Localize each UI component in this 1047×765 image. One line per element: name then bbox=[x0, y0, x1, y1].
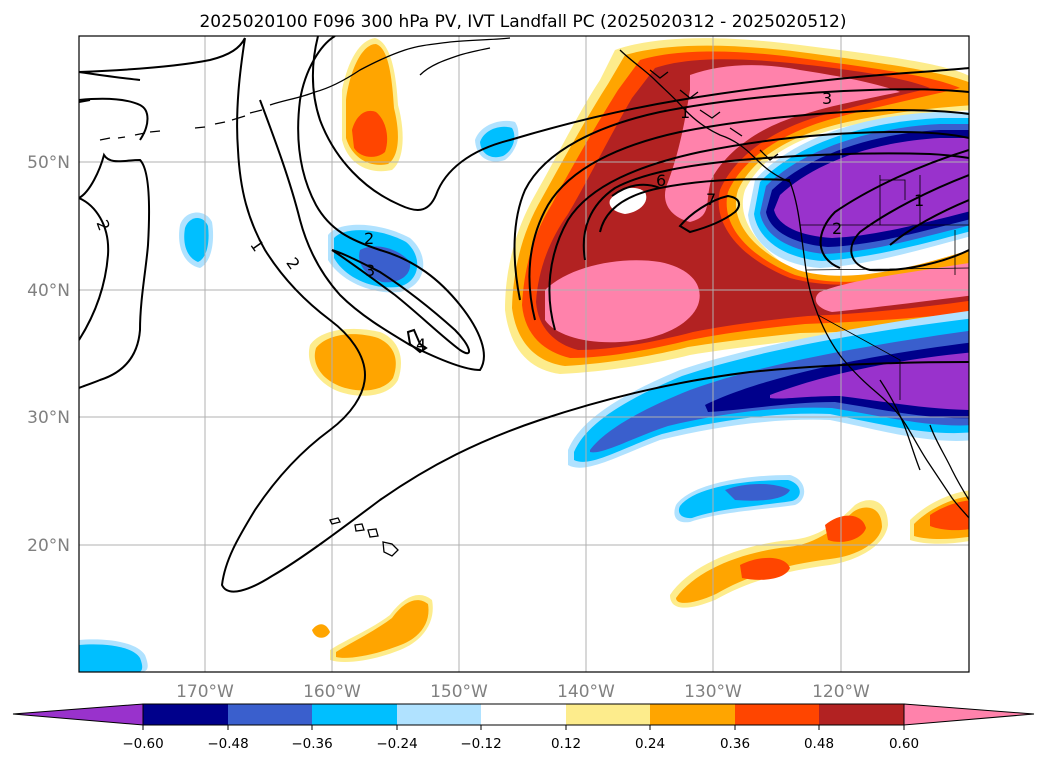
contour-trough-east-2 bbox=[819, 149, 969, 269]
coastline-aleutians bbox=[99, 109, 263, 141]
colorbar-tick-label: 0.24 bbox=[635, 736, 665, 752]
contour-outer-ridge bbox=[312, 36, 969, 211]
colorbar-frame bbox=[142, 703, 905, 726]
colorbar-segment bbox=[650, 704, 735, 725]
contour-ridge-2 bbox=[513, 88, 969, 301]
lon-label-140w: 140°W bbox=[557, 682, 615, 702]
contour-ridge-4 bbox=[548, 130, 969, 331]
contour-1-west bbox=[79, 37, 969, 593]
colorbar-tick-label: 0.60 bbox=[889, 736, 919, 752]
contour-2-central bbox=[259, 36, 485, 372]
colorbar-extend-low bbox=[12, 703, 144, 726]
contour-label: 3 bbox=[822, 89, 832, 108]
lon-label-150w: 150°W bbox=[430, 682, 488, 702]
colorbar-segment bbox=[143, 704, 228, 725]
pv-anomaly-gulf-blob-red bbox=[352, 110, 388, 157]
colorbar-segment bbox=[397, 704, 481, 725]
colorbar-tick-label: 0.12 bbox=[551, 736, 581, 752]
pv-anomaly-pink bbox=[664, 65, 900, 222]
pv-anomaly-hawaii-blob-orange bbox=[312, 600, 429, 658]
colorbar-tick-label: −0.48 bbox=[207, 736, 248, 752]
coastline-bc-panhandle bbox=[619, 49, 791, 183]
colorbar-segment bbox=[481, 704, 566, 725]
pv-anomaly-blob-gulf-sky bbox=[480, 126, 515, 158]
contour-label: 2 bbox=[832, 219, 842, 238]
pv-anomaly-pink-east bbox=[815, 262, 969, 312]
pv-anomaly-subtropical-orange bbox=[314, 334, 396, 391]
colorbar-tick-label: −0.36 bbox=[291, 736, 332, 752]
contour-ridge-3 bbox=[528, 108, 969, 321]
contour-ridge-6 bbox=[599, 178, 791, 233]
pv-anomaly-blob-west-sky bbox=[184, 217, 209, 262]
contour-label: 3 bbox=[365, 261, 375, 280]
contour-nw-curve bbox=[79, 71, 141, 103]
pv-anomaly-band-purple bbox=[770, 352, 969, 410]
colorbar-segment bbox=[735, 704, 819, 725]
colorbar-tick-label: −0.24 bbox=[376, 736, 417, 752]
contour-label: 6 bbox=[656, 171, 666, 190]
gridlines bbox=[79, 36, 969, 672]
coastline-hawaii bbox=[329, 517, 399, 557]
coastline-alaska bbox=[269, 37, 511, 106]
lat-label-20n: 20°N bbox=[27, 536, 70, 556]
lon-label-130w: 130°W bbox=[684, 682, 742, 702]
lat-label-50n: 50°N bbox=[27, 153, 70, 173]
contour-label: 2 bbox=[364, 229, 374, 248]
colorbar-segment bbox=[566, 704, 650, 725]
latitude-labels: 50°N 40°N 30°N 20°N bbox=[27, 153, 70, 556]
colorbar-tick-label: −0.12 bbox=[460, 736, 501, 752]
contour-ridge-5 bbox=[582, 152, 969, 261]
colorbar-extend-high bbox=[903, 703, 1035, 726]
colorbar-tick-label: 0.48 bbox=[804, 736, 834, 752]
contour-label: 4 bbox=[416, 335, 426, 354]
lon-label-160w: 160°W bbox=[303, 682, 361, 702]
negative-anomaly-fill bbox=[79, 112, 969, 672]
map-frame bbox=[78, 35, 970, 673]
longitude-labels: 170°W 160°W 150°W 140°W 130°W 120°W bbox=[176, 682, 870, 702]
lon-label-120w: 120°W bbox=[812, 682, 870, 702]
contour-west-edge bbox=[79, 197, 110, 341]
colorbar: −0.60 −0.48 −0.36 −0.24 −0.12 0.12 0.24 … bbox=[12, 703, 1035, 752]
lat-label-30n: 30°N bbox=[27, 408, 70, 428]
pv-anomaly-south-blob-1-red bbox=[740, 515, 866, 580]
contour-trough-east bbox=[850, 174, 969, 272]
colorbar-ticks bbox=[142, 725, 905, 730]
colorbar-segment bbox=[312, 704, 397, 725]
colorbar-segment bbox=[819, 704, 904, 725]
contour-2-west bbox=[79, 97, 151, 389]
contour-label: 1 bbox=[680, 103, 690, 122]
pv-anomaly-blob-sw-corner-sky bbox=[79, 644, 143, 672]
coastline-baja bbox=[879, 379, 969, 501]
lon-label-170w: 170°W bbox=[176, 682, 234, 702]
figure-title: 2025020100 F096 300 hPa PV, IVT Landfall… bbox=[199, 12, 846, 32]
colorbar-segment bbox=[228, 704, 312, 725]
pv-anomaly-pink-south bbox=[545, 260, 700, 343]
colorbar-tick-label: 0.36 bbox=[720, 736, 750, 752]
colorbar-tick-label: −0.60 bbox=[122, 736, 163, 752]
state-borders bbox=[800, 175, 969, 400]
lat-label-40n: 40°N bbox=[27, 281, 70, 301]
contour-4-small bbox=[406, 328, 428, 354]
coastlines bbox=[99, 37, 969, 557]
coastline-us-west bbox=[789, 181, 969, 519]
map-panel: 1 2 2 3 4 6 7 3 2 1 2 1 bbox=[79, 36, 969, 672]
contour-label: 1 bbox=[914, 191, 924, 210]
pv-anomaly-blob-south-royal bbox=[725, 484, 790, 501]
contour-label: 7 bbox=[706, 190, 716, 209]
contour-3-central bbox=[331, 249, 470, 355]
pv-contours bbox=[79, 36, 969, 593]
contour-7-inner bbox=[678, 194, 741, 234]
